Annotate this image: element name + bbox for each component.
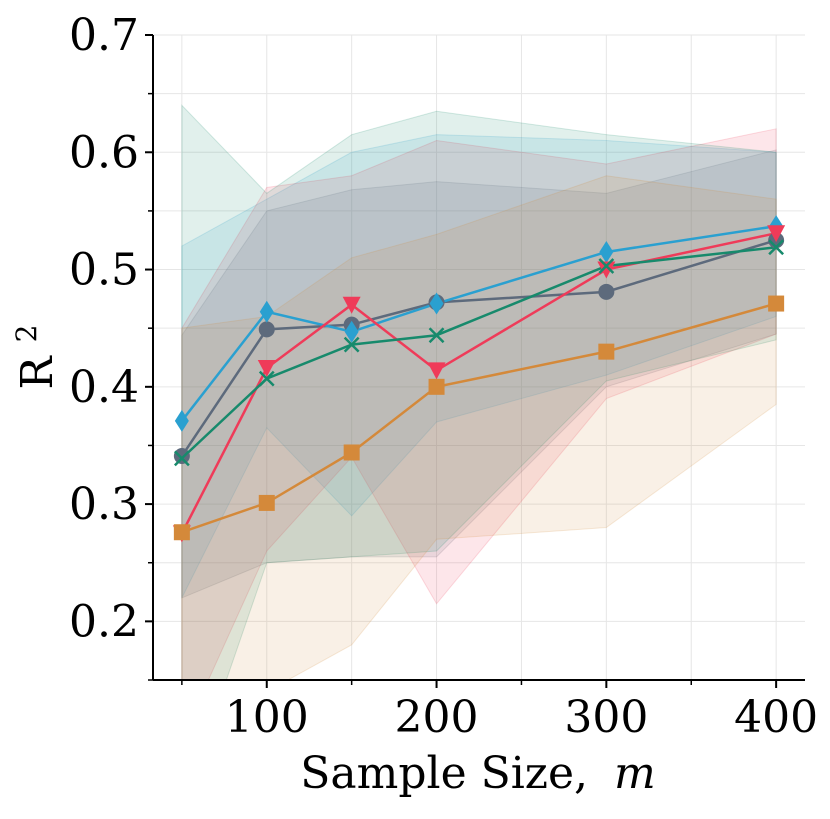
axes bbox=[152, 35, 805, 681]
series-lines bbox=[180, 224, 777, 534]
y-axis-title-superscript: 2 bbox=[10, 325, 43, 343]
red-triangle-marker bbox=[257, 360, 276, 378]
orange-square-line bbox=[181, 302, 777, 534]
orange-square-marker bbox=[173, 524, 190, 541]
gray-circle-line bbox=[180, 239, 777, 457]
green-x-marker bbox=[428, 327, 445, 344]
x-axis-title-variable: m bbox=[614, 748, 656, 799]
red-triangle-marker bbox=[342, 296, 361, 314]
green-x-marker bbox=[343, 336, 360, 353]
x-axis-title: Sample Size, m bbox=[300, 748, 656, 799]
blue-diamond-marker bbox=[174, 409, 189, 432]
blue-diamond-marker bbox=[599, 240, 614, 263]
green-x-marker bbox=[173, 450, 190, 467]
blue-diamond-line bbox=[180, 224, 777, 422]
y-tick-label: 0.6 bbox=[69, 127, 139, 178]
blue-diamond-marker bbox=[259, 300, 274, 323]
x-tick-label: 100 bbox=[225, 692, 309, 743]
orange-square-band bbox=[181, 175, 777, 680]
green-x-marker bbox=[598, 258, 615, 274]
y-tick-label: 0.3 bbox=[69, 479, 139, 530]
ticks: 100 200 300 400 0.2 0.3 0.4 0.5 0.6 0.7 bbox=[69, 10, 818, 743]
gray-circle-marker bbox=[173, 448, 190, 465]
green-x-marker bbox=[768, 239, 785, 256]
red-triangle-band bbox=[181, 128, 777, 680]
x-tick-label: 200 bbox=[395, 692, 479, 743]
red-triangle-marker bbox=[427, 362, 446, 380]
blue-diamond-marker bbox=[344, 320, 359, 343]
orange-square-marker bbox=[768, 295, 785, 312]
y-axis-title-base: R bbox=[12, 354, 63, 389]
orange-square-marker bbox=[598, 343, 615, 360]
red-triangle-marker bbox=[767, 225, 786, 243]
gray-circle-marker bbox=[258, 321, 275, 338]
x-tick-label: 300 bbox=[564, 692, 648, 743]
orange-square-marker bbox=[428, 378, 445, 395]
blue-diamond-band bbox=[181, 134, 777, 599]
y-tick-label: 0.2 bbox=[69, 596, 139, 647]
x-tick-label: 400 bbox=[734, 692, 818, 743]
x-axis-title-text: Sample Size, bbox=[300, 748, 588, 799]
orange-square-marker bbox=[343, 444, 360, 461]
y-tick-label: 0.7 bbox=[69, 10, 139, 61]
green-x-marker bbox=[258, 370, 275, 387]
y-tick-label: 0.4 bbox=[69, 362, 139, 413]
blue-diamond-marker bbox=[429, 292, 444, 315]
y-tick-label: 0.5 bbox=[69, 245, 139, 296]
orange-square-marker bbox=[258, 494, 275, 511]
y-axis-title: R 2 bbox=[10, 325, 63, 390]
gray-circle-marker bbox=[598, 283, 615, 300]
series-markers bbox=[172, 215, 786, 543]
red-triangle-marker bbox=[597, 261, 616, 279]
gray-circle-band bbox=[181, 149, 777, 599]
green-x-line bbox=[181, 246, 777, 460]
